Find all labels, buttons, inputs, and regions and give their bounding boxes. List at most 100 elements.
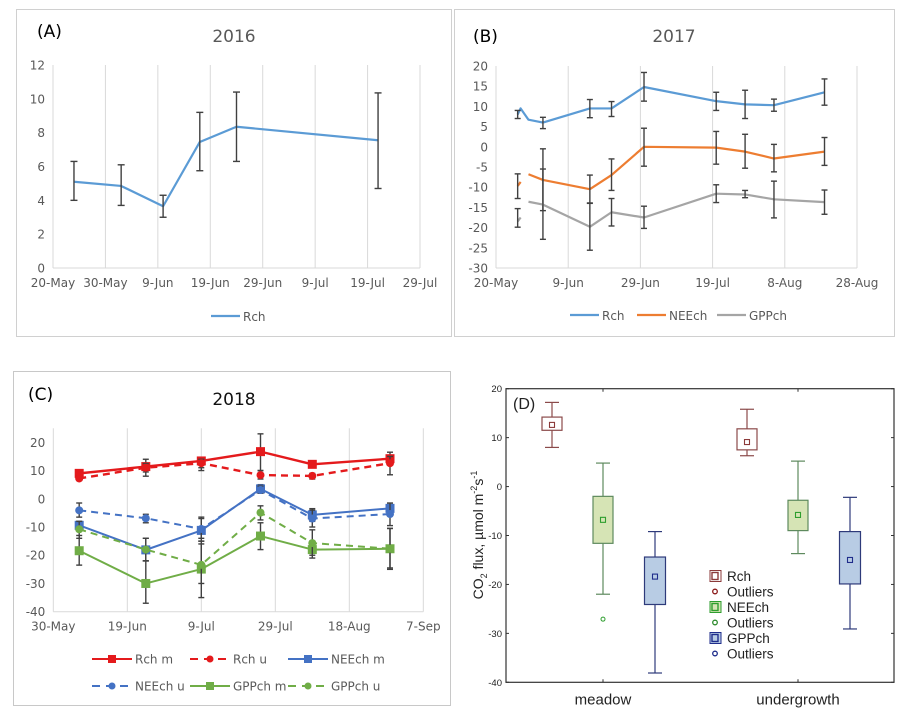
- marker-gppch-m: [256, 531, 265, 541]
- panel-d-chart: -40 -30 -20 -10 0 10 20 meadow undergrowth (D) CO2…: [469, 384, 895, 708]
- marker-gppch-m: [141, 578, 151, 588]
- x-tick-label: 20-May: [474, 276, 518, 290]
- legend-box-inner-gppch-4: [711, 633, 719, 643]
- y-tick-label: 10: [473, 100, 488, 114]
- x-tick-label: 30-May: [31, 620, 75, 634]
- y-tick-label: 20: [473, 60, 488, 74]
- x-tick-label: 29-Jun: [243, 276, 282, 290]
- marker-gppch-u: [256, 508, 265, 517]
- legend-marker-neech-u: [108, 682, 116, 690]
- y-tick-label: -15: [468, 201, 488, 215]
- marker-rch-m: [307, 459, 317, 469]
- mean-marker-neech: [599, 516, 607, 523]
- legend-label-outliers-5: Outliers: [727, 647, 774, 662]
- category-label-undergrowth: undergrowth: [756, 691, 839, 708]
- y-tick-label: 12: [30, 59, 45, 73]
- legend-outlier-swatch-outliers-3: [712, 619, 718, 626]
- panel-a-chart: 0 2 4 6 8 10 12 20-May 30-May 9-Jun 19-Jun 29-Jun 9-…: [30, 59, 438, 325]
- y-tick-label: 10: [491, 433, 502, 444]
- y-tick-label: -30: [488, 629, 502, 640]
- x-tick-label: 30-May: [83, 276, 127, 290]
- x-tick-label: 28-Aug: [836, 276, 879, 290]
- y-label-part: s: [470, 479, 486, 486]
- y-tick-label: 20: [30, 436, 45, 450]
- legend-outlier-swatch-outliers-1: [712, 588, 718, 595]
- x-tick-label: 18-Aug: [328, 620, 371, 634]
- x-tick-label: 29-Jul: [258, 620, 293, 634]
- panel-b-frame: [454, 9, 895, 337]
- mean-marker-gppch: [846, 556, 854, 564]
- panel-d-label: (D): [513, 396, 535, 413]
- y-label-superscript: -2: [469, 486, 479, 494]
- x-tick-label: 19-Jun: [191, 276, 230, 290]
- outlier-neech: [600, 616, 606, 622]
- y-tick-label: 10: [30, 464, 45, 478]
- y-label-part: CO: [470, 578, 486, 599]
- marker-rch-u: [141, 463, 150, 472]
- panel-a-label: (A): [37, 22, 62, 42]
- legend-label-outliers-1: Outliers: [727, 585, 774, 600]
- y-tick-label: 2: [37, 228, 45, 242]
- x-tick-label: 8-Aug: [767, 276, 802, 290]
- marker-rch-u: [197, 459, 206, 468]
- legend-label-neech-2: NEEch: [727, 600, 769, 615]
- y-tick-label: 8: [37, 126, 45, 140]
- y-axis-label: CO2 flux, µmol m-2s-1: [469, 471, 489, 600]
- legend-label-rch: Rch: [243, 310, 266, 324]
- box-gppch: [643, 556, 667, 606]
- legend-label-gppch-u: GPPch u: [331, 680, 380, 694]
- marker-gppch-u: [75, 525, 84, 534]
- legend-label-gppch-4: GPPch: [727, 631, 770, 646]
- marker-gppch-u: [197, 560, 206, 569]
- y-label-part: flux, µmol m: [470, 494, 486, 574]
- y-tick-label: -40: [488, 678, 502, 689]
- y-tick-label: 4: [37, 194, 45, 208]
- x-tick-label: 7-Sep: [406, 620, 441, 634]
- y-tick-label: 10: [30, 92, 45, 106]
- box-neech: [592, 495, 614, 544]
- marker-gppch-u: [308, 539, 317, 548]
- y-tick-label: -40: [26, 605, 46, 619]
- legend-box-swatch-gppch-4: [709, 632, 722, 644]
- legend-marker-rch-u: [206, 655, 214, 663]
- legend-label-neech-u: NEEch u: [135, 680, 185, 694]
- legend-label-neech: NEEch: [669, 309, 707, 323]
- series-line-neech-u: [79, 489, 391, 530]
- legend-outlier-swatch-outliers-5: [712, 650, 718, 657]
- y-tick-label: 6: [37, 160, 45, 174]
- marker-neech-u: [386, 510, 394, 519]
- legend-marker-neech-m: [304, 655, 312, 663]
- y-tick-label: -25: [468, 241, 488, 255]
- marker-neech-u: [75, 506, 84, 515]
- marker-gppch-m: [74, 546, 84, 556]
- legend-marker-gppch-m: [206, 682, 214, 690]
- marker-rch-u: [308, 471, 317, 480]
- mean-marker-neech: [794, 511, 802, 518]
- series-line-rch: [73, 125, 379, 208]
- y-tick-label: -20: [488, 580, 502, 591]
- panel-a-title: 2016: [212, 27, 255, 47]
- legend-label-gppch-m: GPPch m: [233, 680, 286, 694]
- mean-marker-rch: [743, 438, 751, 446]
- y-tick-label: -10: [26, 521, 46, 535]
- legend-box-inner-rch-0: [711, 571, 719, 581]
- x-tick-label: 9-Jun: [553, 276, 584, 290]
- y-tick-label: 5: [480, 120, 488, 134]
- legend-box-swatch-neech-2: [709, 601, 722, 613]
- x-tick-label: 29-Jun: [621, 276, 660, 290]
- y-tick-label: -5: [476, 161, 488, 175]
- y-label-superscript: -1: [469, 471, 479, 479]
- panel-b-title: 2017: [652, 27, 695, 47]
- y-tick-label: 0: [38, 492, 46, 506]
- y-tick-label: 0: [497, 482, 502, 493]
- x-tick-label: 29-Jul: [403, 276, 438, 290]
- marker-neech-u: [308, 514, 317, 523]
- y-tick-label: 15: [473, 80, 488, 94]
- x-tick-label: 19-Jul: [350, 276, 385, 290]
- panel-b-label: (B): [473, 27, 498, 47]
- panel-c-frame: [13, 371, 451, 706]
- marker-rch-m: [256, 447, 265, 457]
- panel-b-chart: -30 -25 -20 -15 -10 -5 0 5 10 15 20 20-May 9-Jun 29-J…: [468, 60, 878, 324]
- x-tick-label: 19-Jun: [108, 620, 147, 634]
